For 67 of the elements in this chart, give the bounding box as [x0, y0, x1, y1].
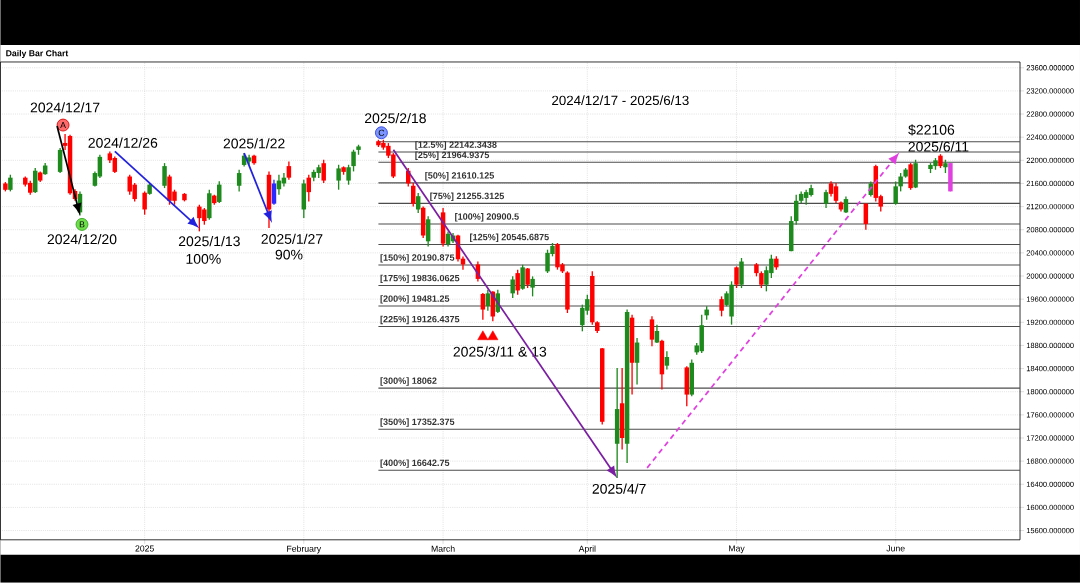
ref-line-label: [100%] 20900.5 — [455, 213, 519, 222]
chart-subtitle: Daily Bar Chart — [6, 50, 69, 59]
annotation: 90% — [275, 249, 303, 260]
ref-line-label: [350%] 17352.375 — [380, 418, 455, 427]
candlestick — [898, 172, 903, 193]
candlestick — [734, 265, 739, 289]
annotation: $22106 — [908, 124, 955, 136]
candlestick — [351, 149, 356, 173]
candlestick — [425, 215, 431, 248]
candlestick — [664, 350, 670, 371]
ref-line-label: [150%] 20190.875 — [380, 254, 455, 263]
annotation: 2025/1/22 — [223, 138, 285, 149]
candlestick — [480, 292, 486, 321]
candlestick — [485, 289, 491, 312]
candlestick — [803, 189, 809, 206]
annotation: 2025/6/11 — [908, 141, 969, 152]
candlestick — [236, 169, 242, 193]
annotation: A — [60, 122, 66, 129]
ref-line-label: [25%] 21964.9375 — [415, 151, 490, 161]
annotation: 2024/12/26 — [88, 137, 158, 148]
candlestick — [893, 180, 898, 206]
x-tick-label: June — [886, 545, 905, 552]
x-tick-label: February — [287, 545, 322, 554]
annotation: C — [378, 129, 385, 136]
candlestick — [823, 189, 829, 209]
candlestick — [525, 267, 530, 289]
annotation: 2025/4/7 — [592, 483, 646, 494]
ref-line-label: [225%] 19126.4375 — [380, 315, 460, 325]
x-tick-label: March — [431, 545, 455, 552]
text: 2024/12/17 - 2025/6/13 — [552, 95, 689, 106]
candlestick — [321, 159, 326, 184]
annotation: B — [79, 221, 85, 228]
candlestick — [833, 182, 839, 204]
ref-line-label: [300%] 18062 — [380, 377, 437, 386]
ref-line-label: [75%] 21255.3125 — [430, 192, 505, 202]
x-tick-label: April — [578, 545, 596, 554]
x-tick-label: 2025 — [135, 545, 154, 552]
ref-line-label: [50%] 21610.125 — [425, 172, 495, 181]
ref-line-label: [12.5%] 22142.3438 — [415, 141, 497, 150]
annotation: 100% — [186, 254, 221, 264]
annotation: 2025/2/18 — [364, 113, 426, 124]
candlestick — [510, 275, 515, 299]
candlestick — [410, 182, 416, 208]
candlestick — [142, 190, 147, 216]
annotation: 2024/12/17 — [30, 102, 100, 113]
candlestick — [271, 179, 277, 206]
ref-line-label: [175%] 19836.0625 — [380, 274, 460, 284]
annotation: 2024/12/20 — [47, 234, 117, 245]
candlestick — [286, 160, 292, 181]
candlestick — [530, 275, 535, 298]
candlestick — [515, 269, 520, 296]
candlestick — [908, 162, 913, 191]
candlestick — [739, 257, 744, 289]
annotation: 2025/1/13 — [178, 236, 240, 247]
candlestick — [57, 147, 63, 174]
ref-line-label: [125%] 20545.6875 — [470, 233, 549, 243]
ref-line-label: [200%] 19481.25 — [380, 295, 450, 304]
x-tick-label: May — [729, 545, 745, 554]
annotation: 2025/3/11 & 13 — [453, 346, 547, 357]
candlestick — [520, 264, 525, 291]
candlestick — [346, 164, 351, 186]
annotation: 2025/1/27 — [261, 233, 323, 245]
ref-line-label: [400%] 16642.75 — [380, 459, 450, 468]
candlestick — [719, 295, 724, 318]
candlestick — [162, 162, 167, 189]
candlestick — [336, 164, 341, 191]
candlestick — [649, 315, 655, 348]
